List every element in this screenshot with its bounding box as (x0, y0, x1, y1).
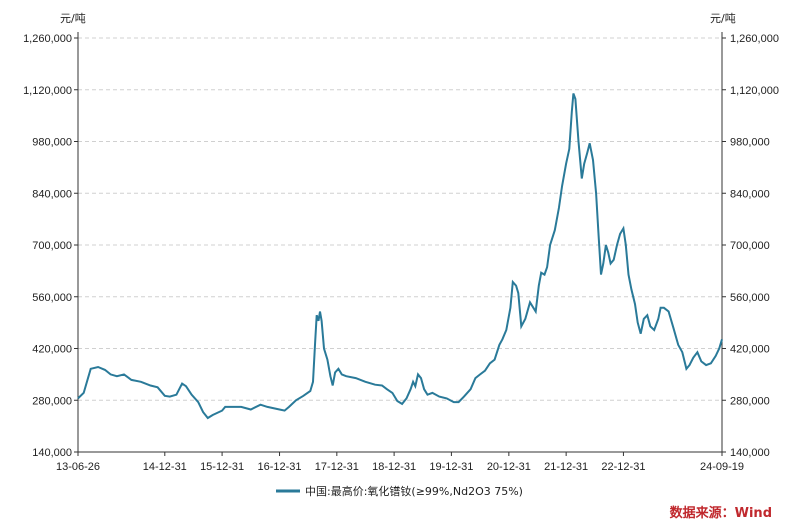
x-tick-label: 17-12-31 (315, 461, 359, 473)
y-tick-label-left: 980,000 (32, 137, 72, 149)
y-tick-label-left: 1,260,000 (23, 33, 72, 45)
x-tick-label: 13-06-26 (56, 461, 100, 473)
y-tick-label-left: 280,000 (32, 395, 72, 407)
legend: 中国:最高价:氧化镨钕(≥99%,Nd2O3 75%) (276, 484, 523, 498)
y-tick-label-right: 1,120,000 (730, 85, 779, 97)
y-tick-label-right: 280,000 (730, 395, 770, 407)
grid-lines (78, 37, 722, 401)
series-line (77, 93, 723, 420)
y-tick-label-left: 1,120,000 (23, 85, 72, 97)
y-tick-label-left: 420,000 (32, 344, 72, 356)
y-tick-label-left: 700,000 (32, 240, 72, 252)
y-tick-label-left: 140,000 (32, 447, 72, 459)
right-y-tick-labels: 140,000 280,000 420,000 560,000 700,000 840,0… (722, 33, 779, 459)
y-tick-label-right: 700,000 (730, 240, 770, 252)
y-tick-label-right: 420,000 (730, 344, 770, 356)
y-tick-label-right: 1,260,000 (730, 33, 779, 45)
x-tick-label: 15-12-31 (200, 461, 244, 473)
y-tick-label-left: 560,000 (32, 292, 72, 304)
x-tick-label: 19-12-31 (429, 461, 473, 473)
source-note: 数据来源：Wind (669, 506, 772, 521)
x-tick-label: 22-12-31 (601, 461, 645, 473)
x-tick-label: 20-12-31 (487, 461, 531, 473)
right-axis-unit: 元/吨 (710, 12, 736, 25)
legend-label: 中国:最高价:氧化镨钕(≥99%,Nd2O3 75%) (305, 484, 523, 498)
axes (77, 32, 723, 453)
x-tick-label: 16-12-31 (258, 461, 302, 473)
y-tick-label-right: 140,000 (730, 447, 770, 459)
x-tick-label: 21-12-31 (544, 461, 588, 473)
x-tick-label: 24-09-19 (700, 461, 744, 473)
y-tick-label-right: 560,000 (730, 292, 770, 304)
x-tick-label: 14-12-31 (143, 461, 187, 473)
y-tick-label-right: 980,000 (730, 137, 770, 149)
left-y-tick-labels: 140,000 280,000 420,000 560,000 700,000 840,0… (23, 33, 78, 459)
left-axis-unit: 元/吨 (60, 12, 86, 25)
x-tick-labels: 13-06-26 14-12-31 15-12-31 16-12-31 17-12-31… (56, 452, 744, 473)
y-tick-label-left: 840,000 (32, 188, 72, 200)
y-tick-label-right: 840,000 (730, 188, 770, 200)
x-tick-label: 18-12-31 (372, 461, 416, 473)
